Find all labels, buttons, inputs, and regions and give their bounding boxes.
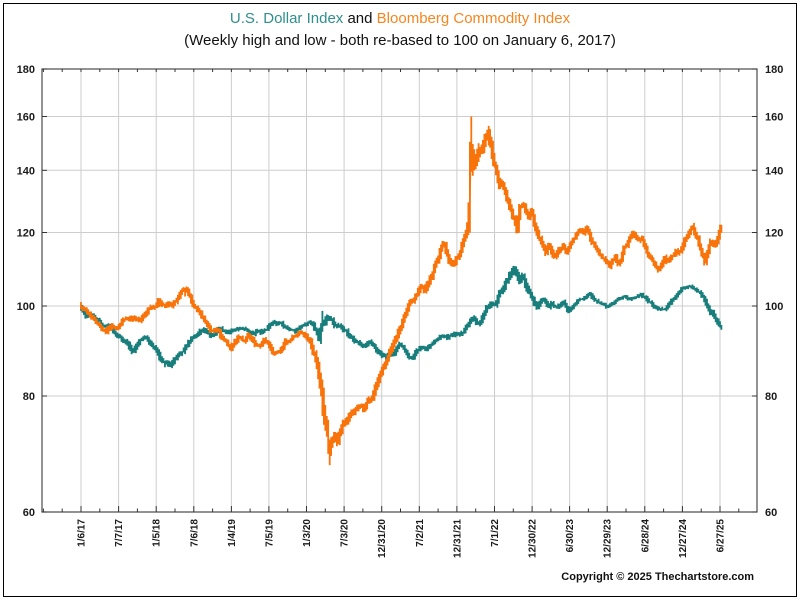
us-dollar-index-series — [80, 266, 723, 369]
y-tick-label-right: 160 — [765, 112, 783, 124]
x-tick-label: 12/27/24 — [678, 519, 689, 558]
chart-header: U.S. Dollar Index and Bloomberg Commodit… — [0, 8, 800, 52]
y-tick-label-left: 120 — [17, 228, 35, 240]
x-tick-label: 7/6/18 — [189, 519, 200, 547]
y-tick-label-right: 80 — [765, 391, 777, 403]
x-tick-label: 7/2/21 — [415, 519, 426, 547]
page-border — [3, 3, 797, 597]
y-tick-label-left: 100 — [17, 301, 35, 313]
x-tick-label: 1/3/20 — [302, 519, 313, 547]
x-tick-label: 1/5/18 — [152, 519, 163, 547]
x-tick-label: 6/28/24 — [640, 519, 651, 553]
y-tick-label-left: 140 — [17, 165, 35, 177]
copyright-text: Copyright © 2025 Thechartstore.com — [561, 571, 754, 583]
x-tick-label: 7/7/17 — [114, 519, 125, 547]
x-tick-label: 12/31/20 — [377, 519, 388, 558]
x-tick-label: 6/30/23 — [565, 519, 576, 553]
x-tick-label: 12/29/23 — [603, 519, 614, 558]
y-tick-label-right: 100 — [765, 301, 783, 313]
series-highlow-bars — [80, 266, 723, 369]
bloomberg-commodity-index-series — [80, 116, 723, 466]
x-tick-label: 6/27/25 — [716, 519, 727, 553]
axis-ticks — [42, 68, 757, 513]
y-tick-label-right: 120 — [765, 228, 783, 240]
series-highlow-bars — [80, 116, 723, 466]
x-tick-label: 1/6/17 — [77, 519, 88, 547]
x-tick-label: 12/31/21 — [452, 519, 463, 558]
series-mid-line — [80, 267, 722, 367]
title-conjunction: and — [343, 10, 377, 27]
x-tick-label: 7/1/22 — [490, 519, 501, 547]
y-tick-label-left: 80 — [23, 391, 35, 403]
y-axis-labels: 60 60 80 80 100 100 120 120 140 140 160 160 180 180 — [17, 64, 784, 519]
chart-subtitle: (Weekly high and low - both re-based to … — [184, 31, 616, 49]
x-tick-label: 12/30/22 — [528, 519, 539, 558]
y-tick-label-right: 180 — [765, 64, 783, 76]
y-tick-label-right: 60 — [765, 507, 777, 519]
title-bcom-index: Bloomberg Commodity Index — [376, 10, 571, 27]
x-tick-label: 1/4/19 — [227, 519, 238, 547]
x-axis-labels: 1/6/17 7/7/17 1/5/18 7/6/18 1/4/19 7/5/19 1/3/… — [77, 519, 727, 558]
y-tick-label-right: 140 — [765, 165, 783, 177]
series-mid-line — [80, 131, 722, 450]
y-tick-label-left: 180 — [17, 64, 35, 76]
x-tick-label: 7/3/20 — [340, 519, 351, 547]
gridlines — [42, 69, 757, 512]
plot-border — [41, 68, 758, 513]
title-usd-index: U.S. Dollar Index — [229, 10, 344, 27]
y-tick-label-left: 60 — [23, 507, 35, 519]
x-tick-label: 7/5/19 — [264, 519, 275, 547]
y-tick-label-left: 160 — [17, 112, 35, 124]
page-title: U.S. Dollar Index and Bloomberg Commodit… — [0, 8, 800, 30]
